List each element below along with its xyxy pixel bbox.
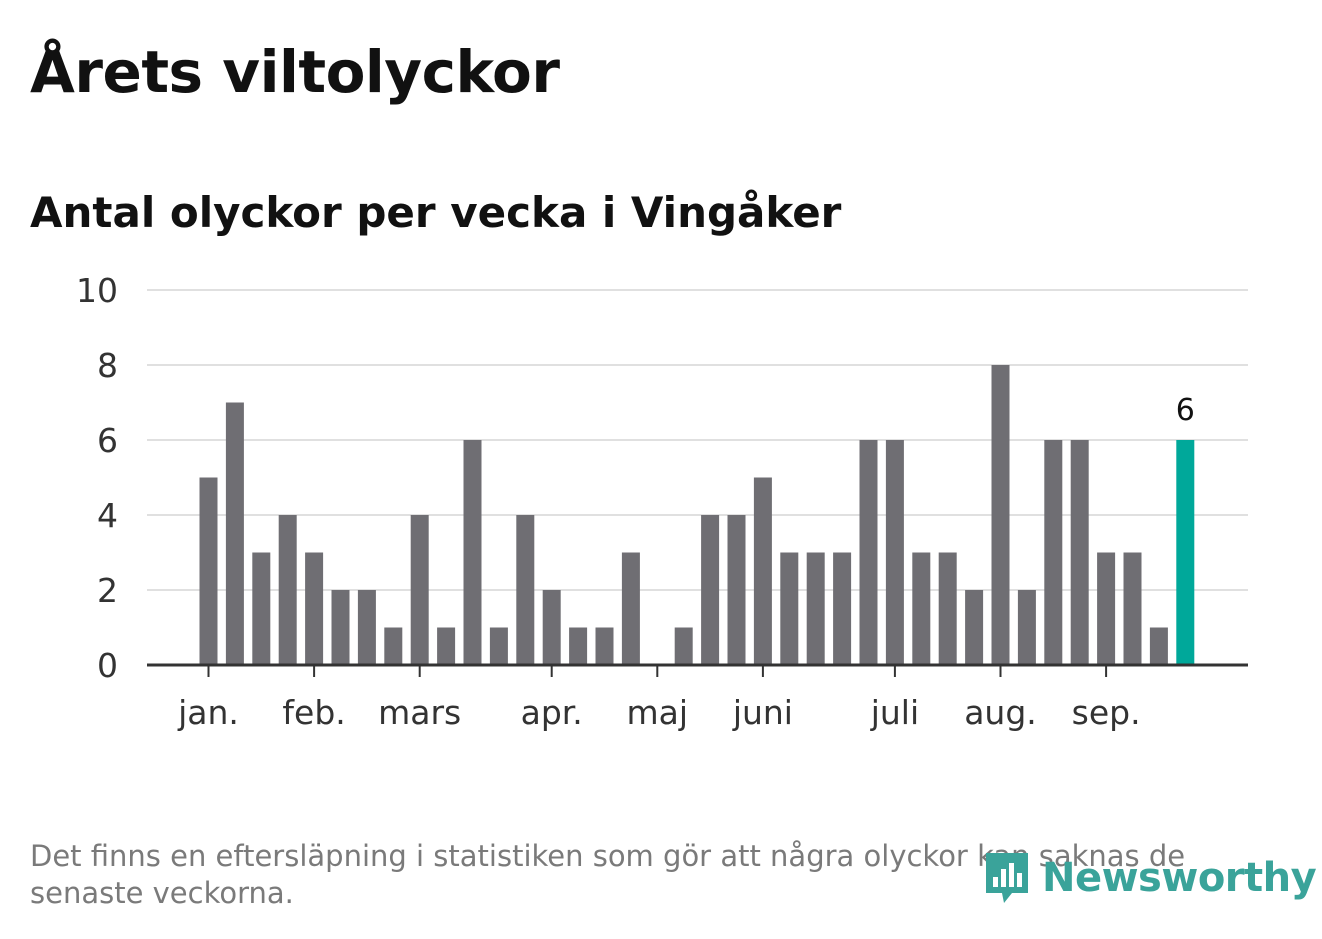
x-tick-label: juni	[732, 693, 793, 732]
chart-title: Årets viltolyckor	[30, 38, 560, 106]
bar	[1149, 627, 1168, 665]
y-tick-label: 0	[97, 646, 118, 685]
bar	[463, 440, 482, 665]
logo-text: Newsworthy	[1042, 855, 1317, 901]
bar	[305, 552, 324, 665]
x-tick-label: feb.	[282, 693, 345, 732]
bar	[1017, 590, 1036, 665]
bar	[516, 515, 535, 665]
y-tick-label: 6	[97, 421, 118, 460]
bar	[912, 552, 931, 665]
x-tick-label: jan.	[177, 693, 239, 732]
y-tick-label: 4	[97, 496, 118, 535]
bar	[410, 515, 429, 665]
bar	[1097, 552, 1116, 665]
bar	[885, 440, 904, 665]
x-tick-label: maj	[627, 693, 689, 732]
bar	[489, 627, 508, 665]
chart-subtitle: Antal olyckor per vecka i Vingåker	[30, 188, 842, 237]
bar	[278, 515, 297, 665]
y-tick-label: 2	[97, 571, 118, 610]
bar	[780, 552, 799, 665]
newsworthy-logo: Newsworthy	[982, 848, 1317, 908]
bar	[859, 440, 878, 665]
bar	[833, 552, 852, 665]
bar	[252, 552, 271, 665]
bar	[384, 627, 403, 665]
newsworthy-logo-icon	[986, 853, 1028, 903]
x-tick-label: apr.	[521, 693, 583, 732]
bar	[806, 552, 825, 665]
bar	[701, 515, 720, 665]
bar	[437, 627, 456, 665]
bar	[357, 590, 376, 665]
y-tick-label: 8	[97, 346, 118, 385]
x-tick-label: aug.	[964, 693, 1037, 732]
highlight-bar	[1176, 440, 1195, 665]
bar	[1123, 552, 1142, 665]
bar	[225, 402, 244, 665]
bar	[991, 365, 1010, 665]
bar	[727, 515, 746, 665]
bar	[595, 627, 614, 665]
highlight-value-label: 6	[1176, 393, 1195, 428]
bar	[621, 552, 640, 665]
x-tick-label: sep.	[1072, 693, 1141, 732]
x-tick-label: mars	[378, 693, 461, 732]
bar	[199, 477, 218, 665]
bar	[938, 552, 957, 665]
y-tick-label: 10	[76, 271, 118, 310]
bar	[674, 627, 693, 665]
bar	[569, 627, 588, 665]
bar	[542, 590, 561, 665]
bar	[1070, 440, 1089, 665]
bar	[965, 590, 984, 665]
bar-chart: 0 2 4 6 8 10 6 jan. feb. mars apr. maj juni juli aug. s…	[76, 271, 1248, 732]
bar	[331, 590, 350, 665]
bar	[753, 477, 772, 665]
bar	[1044, 440, 1063, 665]
x-tick-label: juli	[870, 693, 919, 732]
